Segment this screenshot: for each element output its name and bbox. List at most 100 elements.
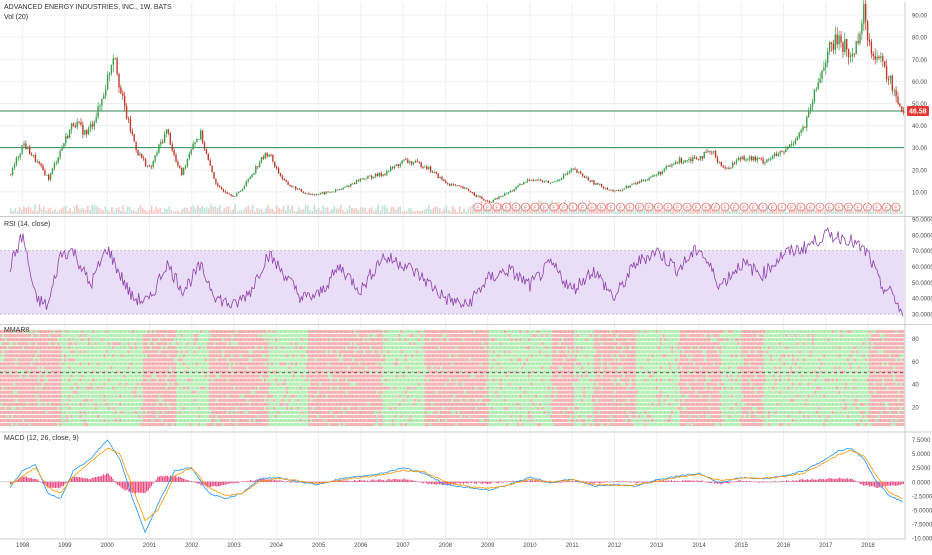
mmar-cell	[4, 423, 6, 426]
volume-bar	[278, 208, 280, 214]
earnings-marker[interactable]: E	[531, 203, 539, 211]
earnings-marker[interactable]: E	[788, 203, 796, 211]
mmar-cell	[268, 407, 270, 410]
earnings-marker[interactable]: E	[664, 203, 672, 211]
mmar-cell	[209, 334, 211, 337]
earnings-marker[interactable]: E	[636, 203, 644, 211]
earnings-marker[interactable]: E	[550, 203, 558, 211]
mmar-cell	[306, 419, 308, 422]
earnings-marker[interactable]: E	[655, 203, 663, 211]
earnings-marker[interactable]: E	[607, 203, 615, 211]
earnings-marker[interactable]: E	[883, 203, 891, 211]
candle-body	[609, 190, 610, 191]
mmar-cell	[317, 403, 319, 406]
earnings-marker[interactable]: E	[835, 203, 843, 211]
earnings-marker[interactable]: E	[845, 203, 853, 211]
earnings-marker[interactable]: E	[826, 203, 834, 211]
earnings-marker[interactable]: E	[588, 203, 596, 211]
earnings-marker[interactable]: E	[816, 203, 824, 211]
mmar-cell	[161, 383, 163, 386]
mmar-cell	[266, 407, 268, 410]
earnings-marker[interactable]: E	[493, 203, 501, 211]
earnings-marker[interactable]: E	[512, 203, 520, 211]
earnings-marker[interactable]: E	[484, 203, 492, 211]
earnings-marker[interactable]: E	[873, 203, 881, 211]
earnings-marker[interactable]: E	[522, 203, 530, 211]
candle-body	[614, 191, 615, 192]
mmar-cell	[183, 358, 185, 361]
mmar-cell	[123, 350, 125, 353]
mmar-cell	[156, 342, 158, 345]
earnings-marker[interactable]: E	[598, 203, 606, 211]
mmar-cell	[154, 362, 156, 365]
mmar-cell	[189, 370, 191, 373]
rsi-label: RSI (14, close)	[4, 221, 50, 228]
mmar-cell	[55, 383, 57, 386]
mmar-cell	[35, 399, 37, 402]
mmar-cell	[88, 399, 90, 402]
candle-body	[743, 156, 744, 159]
mmar-cell	[22, 334, 24, 337]
candle-body	[658, 172, 659, 174]
earnings-marker[interactable]: E	[683, 203, 691, 211]
earnings-marker[interactable]: E	[721, 203, 729, 211]
candle-body	[101, 99, 102, 106]
mmar-cell	[145, 383, 147, 386]
mmar-cell	[114, 423, 116, 426]
mmar-cell	[79, 342, 81, 345]
earnings-marker[interactable]: E	[503, 203, 511, 211]
mmar-cell	[150, 334, 152, 337]
earnings-marker[interactable]: E	[892, 203, 900, 211]
mmar-cell	[207, 342, 209, 345]
earnings-marker[interactable]: E	[645, 203, 653, 211]
volume-bar	[740, 212, 742, 214]
earnings-marker[interactable]: E	[693, 203, 701, 211]
mmar-cell	[86, 399, 88, 402]
earnings-marker[interactable]: E	[560, 203, 568, 211]
earnings-marker[interactable]: E	[569, 203, 577, 211]
earnings-marker[interactable]: E	[617, 203, 625, 211]
earnings-marker[interactable]: E	[864, 203, 872, 211]
mmar-cell	[134, 399, 136, 402]
earnings-marker[interactable]: E	[740, 203, 748, 211]
earnings-marker[interactable]: E	[579, 203, 587, 211]
mmar-cell	[273, 387, 275, 390]
earnings-marker[interactable]: E	[626, 203, 634, 211]
mmar-cell	[7, 407, 9, 410]
mmar-cell	[253, 395, 255, 398]
earnings-marker[interactable]: E	[778, 203, 786, 211]
earnings-marker[interactable]: E	[797, 203, 805, 211]
mmar-cell	[55, 358, 57, 361]
earnings-marker[interactable]: E	[731, 203, 739, 211]
earnings-marker[interactable]: E	[769, 203, 777, 211]
mmar-cell	[315, 334, 317, 337]
candle-body	[147, 166, 148, 167]
mmar-cell	[110, 330, 112, 333]
mmar-cell	[249, 358, 251, 361]
mmar-cell	[0, 350, 2, 353]
mmar-cell	[97, 419, 99, 422]
earnings-marker[interactable]: E	[702, 203, 710, 211]
mmar-cell	[321, 358, 323, 361]
mmar-cell	[40, 334, 42, 337]
earnings-marker[interactable]: E	[854, 203, 862, 211]
mmar-cell	[246, 383, 248, 386]
mmar-cell	[121, 374, 123, 377]
candle-body	[346, 186, 347, 187]
mmar-cell	[22, 346, 24, 349]
mmar-cell	[286, 346, 288, 349]
earnings-marker[interactable]: E	[807, 203, 815, 211]
earnings-marker[interactable]: E	[674, 203, 682, 211]
earnings-marker[interactable]: E	[541, 203, 549, 211]
volume-bar	[628, 211, 630, 214]
earnings-marker[interactable]: E	[750, 203, 758, 211]
volume-bar	[327, 207, 329, 214]
earnings-marker[interactable]: E	[712, 203, 720, 211]
mmar-cell	[308, 358, 310, 361]
earnings-marker[interactable]: E	[759, 203, 767, 211]
earnings-marker[interactable]: E	[474, 203, 482, 211]
rsi-pane[interactable]: 90.000080.000070.000060.000050.000040.00…	[0, 218, 932, 319]
